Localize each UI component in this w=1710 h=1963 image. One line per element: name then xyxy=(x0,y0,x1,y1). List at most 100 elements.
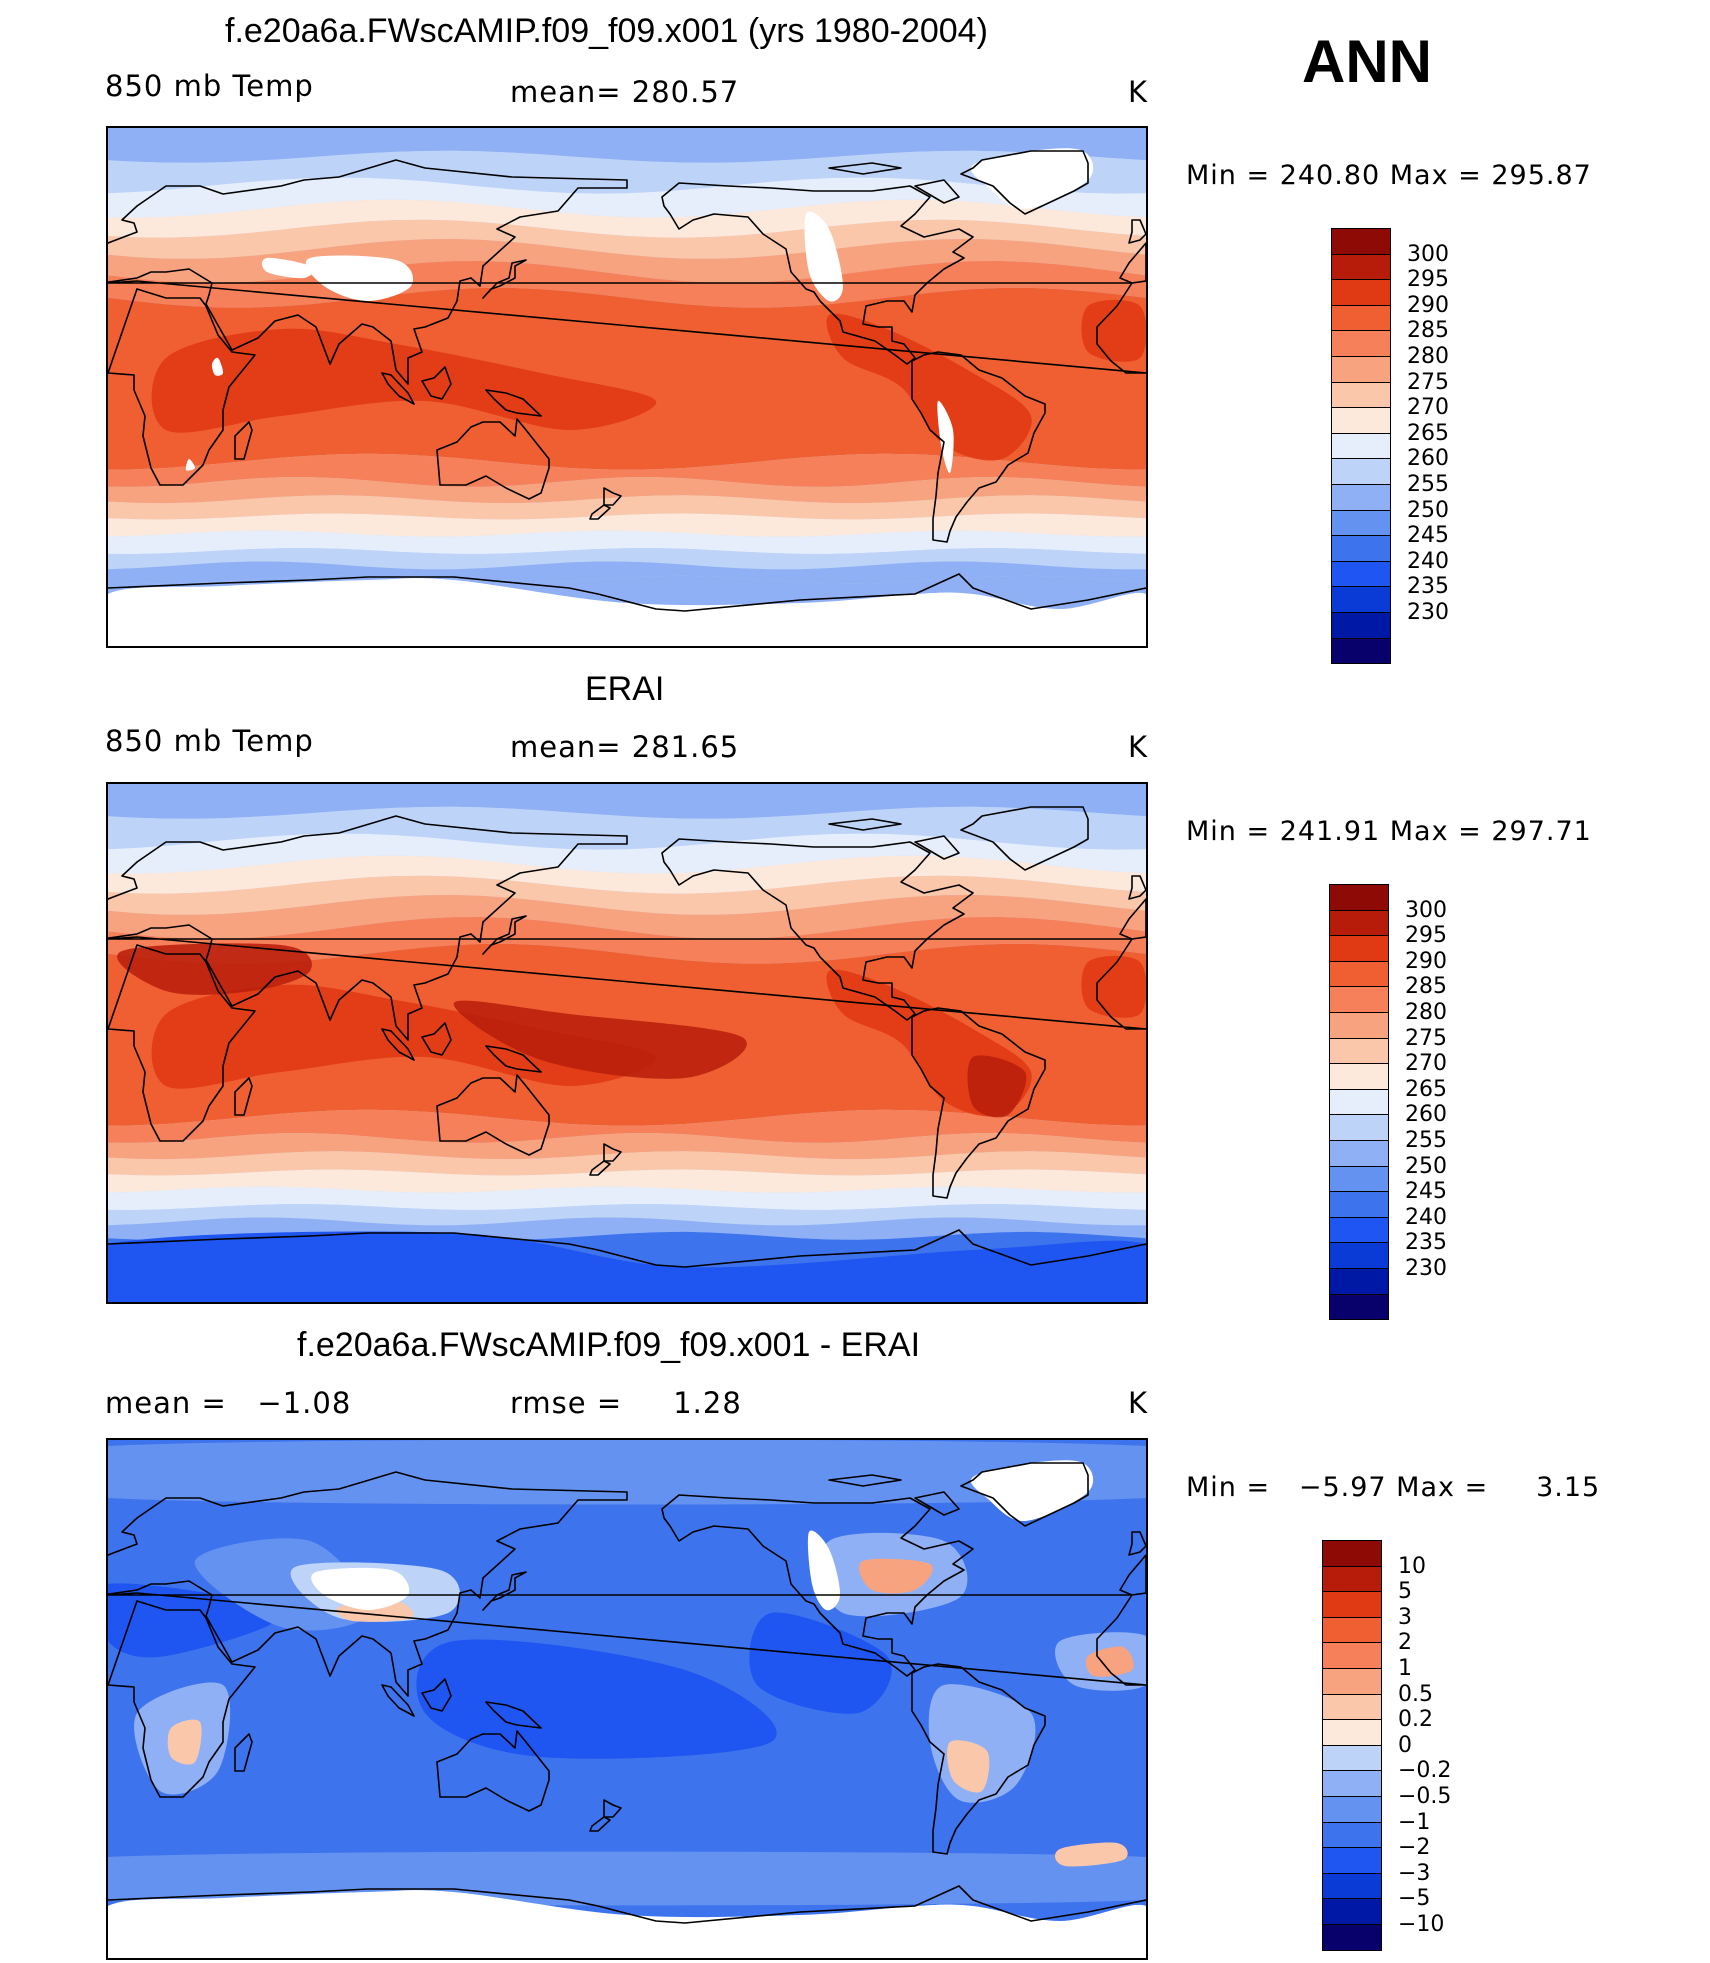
mean-label: mean = −1.08 xyxy=(105,1386,352,1420)
coastline-africa xyxy=(108,1592,1146,1686)
missing-data-region xyxy=(108,578,1146,646)
panel-title: f.e20a6a.FWscAMIP.f09_f09.x001 (yrs 1980… xyxy=(225,12,988,50)
min-max-label: Min = 240.80 Max = 295.87 xyxy=(1186,160,1592,191)
colorbar-swatch xyxy=(1329,1216,1389,1244)
min-max-label: Min = 241.91 Max = 297.71 xyxy=(1186,816,1592,847)
coastline-baffin xyxy=(914,179,960,204)
contour-band xyxy=(108,128,1146,163)
colorbar-label: 255 xyxy=(1407,472,1449,497)
reanalysis-temperature-map xyxy=(106,782,1148,1304)
colorbar-label: 275 xyxy=(1407,369,1449,395)
colorbar-label: 3 xyxy=(1398,1604,1412,1630)
colorbar-swatch xyxy=(1331,612,1391,639)
coastline-arctic1 xyxy=(828,1474,902,1487)
colorbar-label: −0.5 xyxy=(1398,1784,1452,1809)
contour-band xyxy=(108,199,1146,238)
coastline-australia xyxy=(436,1730,550,1812)
colorbar-label: 0.5 xyxy=(1398,1681,1433,1707)
coastline-eurasia xyxy=(108,159,628,385)
colorbar-label: −10 xyxy=(1398,1912,1445,1937)
coastline-africa xyxy=(108,936,1146,1030)
colorbar-swatch xyxy=(1331,381,1391,409)
coastlines xyxy=(108,1462,1146,1924)
colorbar-swatch xyxy=(1331,407,1391,434)
colorbar-swatch xyxy=(1331,637,1391,665)
contour-band xyxy=(108,1109,1146,1143)
colorbar-swatch xyxy=(1329,1191,1389,1218)
contour-band xyxy=(108,833,1146,874)
missing-data-region xyxy=(804,211,843,302)
colorbar-label: 260 xyxy=(1407,446,1449,472)
colorbar-label: 265 xyxy=(1405,1076,1447,1102)
panel-title: ERAI xyxy=(585,670,665,708)
colorbar-label: 245 xyxy=(1405,1179,1447,1205)
colorbar-swatch xyxy=(1329,909,1389,937)
colorbar-label: 265 xyxy=(1407,420,1449,446)
difference-contour xyxy=(947,1740,990,1793)
coastline-sumatra xyxy=(381,372,415,405)
colorbar-label: 235 xyxy=(1407,574,1449,600)
difference-map xyxy=(106,1438,1148,1960)
coastline-greenland xyxy=(960,1462,1089,1527)
mean-label: mean= 280.57 xyxy=(510,75,740,109)
colorbar-label: 285 xyxy=(1405,974,1447,1000)
contour-band xyxy=(108,177,1146,218)
contour-band xyxy=(108,219,1146,259)
contour-band xyxy=(108,453,1146,487)
colorbar-swatch xyxy=(1329,935,1389,962)
coastline-eurasia xyxy=(108,1471,628,1697)
coastline-borneo xyxy=(421,1022,452,1056)
coastline-africaEast xyxy=(108,288,256,486)
coastline-borneo xyxy=(421,366,452,400)
colorbar-label: −2 xyxy=(1398,1835,1431,1861)
coastline-samerica xyxy=(911,1663,1046,1855)
coastline-australia xyxy=(436,418,550,500)
rmse-label: rmse = 1.28 xyxy=(510,1386,742,1420)
contour-band xyxy=(108,548,1146,570)
coastline-africa xyxy=(108,280,1146,374)
coastline-antarctica xyxy=(108,1229,1146,1268)
coastline-madagascar xyxy=(234,421,253,460)
colorbar-swatch xyxy=(1322,1668,1382,1695)
coastline-samerica xyxy=(911,1007,1046,1199)
coastline-eurasiaWest xyxy=(1119,898,1146,940)
contour-band xyxy=(108,561,1146,584)
coastline-eurasia xyxy=(108,815,628,1041)
coastline-newguinea xyxy=(485,1045,542,1073)
colorbar-label: 280 xyxy=(1407,344,1449,369)
coastline-eurasiaWest xyxy=(1119,1554,1146,1596)
contour-band xyxy=(108,1151,1146,1176)
missing-data xyxy=(108,1460,1146,1958)
hot-core xyxy=(453,1000,747,1079)
difference-contour xyxy=(167,1719,202,1765)
colorbar-swatch xyxy=(1329,1268,1389,1295)
colorbar-label: 10 xyxy=(1398,1553,1426,1579)
coastline-australia xyxy=(436,1074,550,1156)
colorbar-label: 295 xyxy=(1405,923,1447,949)
colorbar-swatch xyxy=(1329,1012,1389,1039)
missing-data-region xyxy=(261,257,313,279)
colorbar-swatch xyxy=(1322,1616,1382,1644)
warm-core xyxy=(1081,299,1146,362)
colorbar-swatch xyxy=(1331,535,1391,562)
coastline-uk xyxy=(1128,219,1146,244)
variable-label: 850 mb Temp xyxy=(105,724,314,758)
coastline-newguinea xyxy=(485,1701,542,1729)
warm-core xyxy=(1081,955,1146,1018)
colorbar-swatch xyxy=(1329,1165,1389,1193)
difference-contour xyxy=(108,1851,1146,1906)
contour-band xyxy=(108,530,1146,554)
colorbar-label: 2 xyxy=(1398,1630,1412,1656)
colorbar-swatch xyxy=(1322,1770,1382,1797)
coastline-baffin xyxy=(914,1491,960,1516)
colorbar-label: 280 xyxy=(1405,1000,1447,1025)
colorbar-swatch xyxy=(1322,1693,1382,1721)
missing-data xyxy=(108,148,1146,646)
difference-contour xyxy=(1054,1842,1128,1867)
contour-band xyxy=(108,1217,1146,1240)
colorbar-swatch xyxy=(1322,1821,1382,1849)
colorbar-label: 290 xyxy=(1407,292,1449,318)
colorbar-swatch xyxy=(1329,1293,1389,1321)
coastline-greenland xyxy=(960,150,1089,215)
colorbar-label: 0.2 xyxy=(1398,1707,1433,1733)
